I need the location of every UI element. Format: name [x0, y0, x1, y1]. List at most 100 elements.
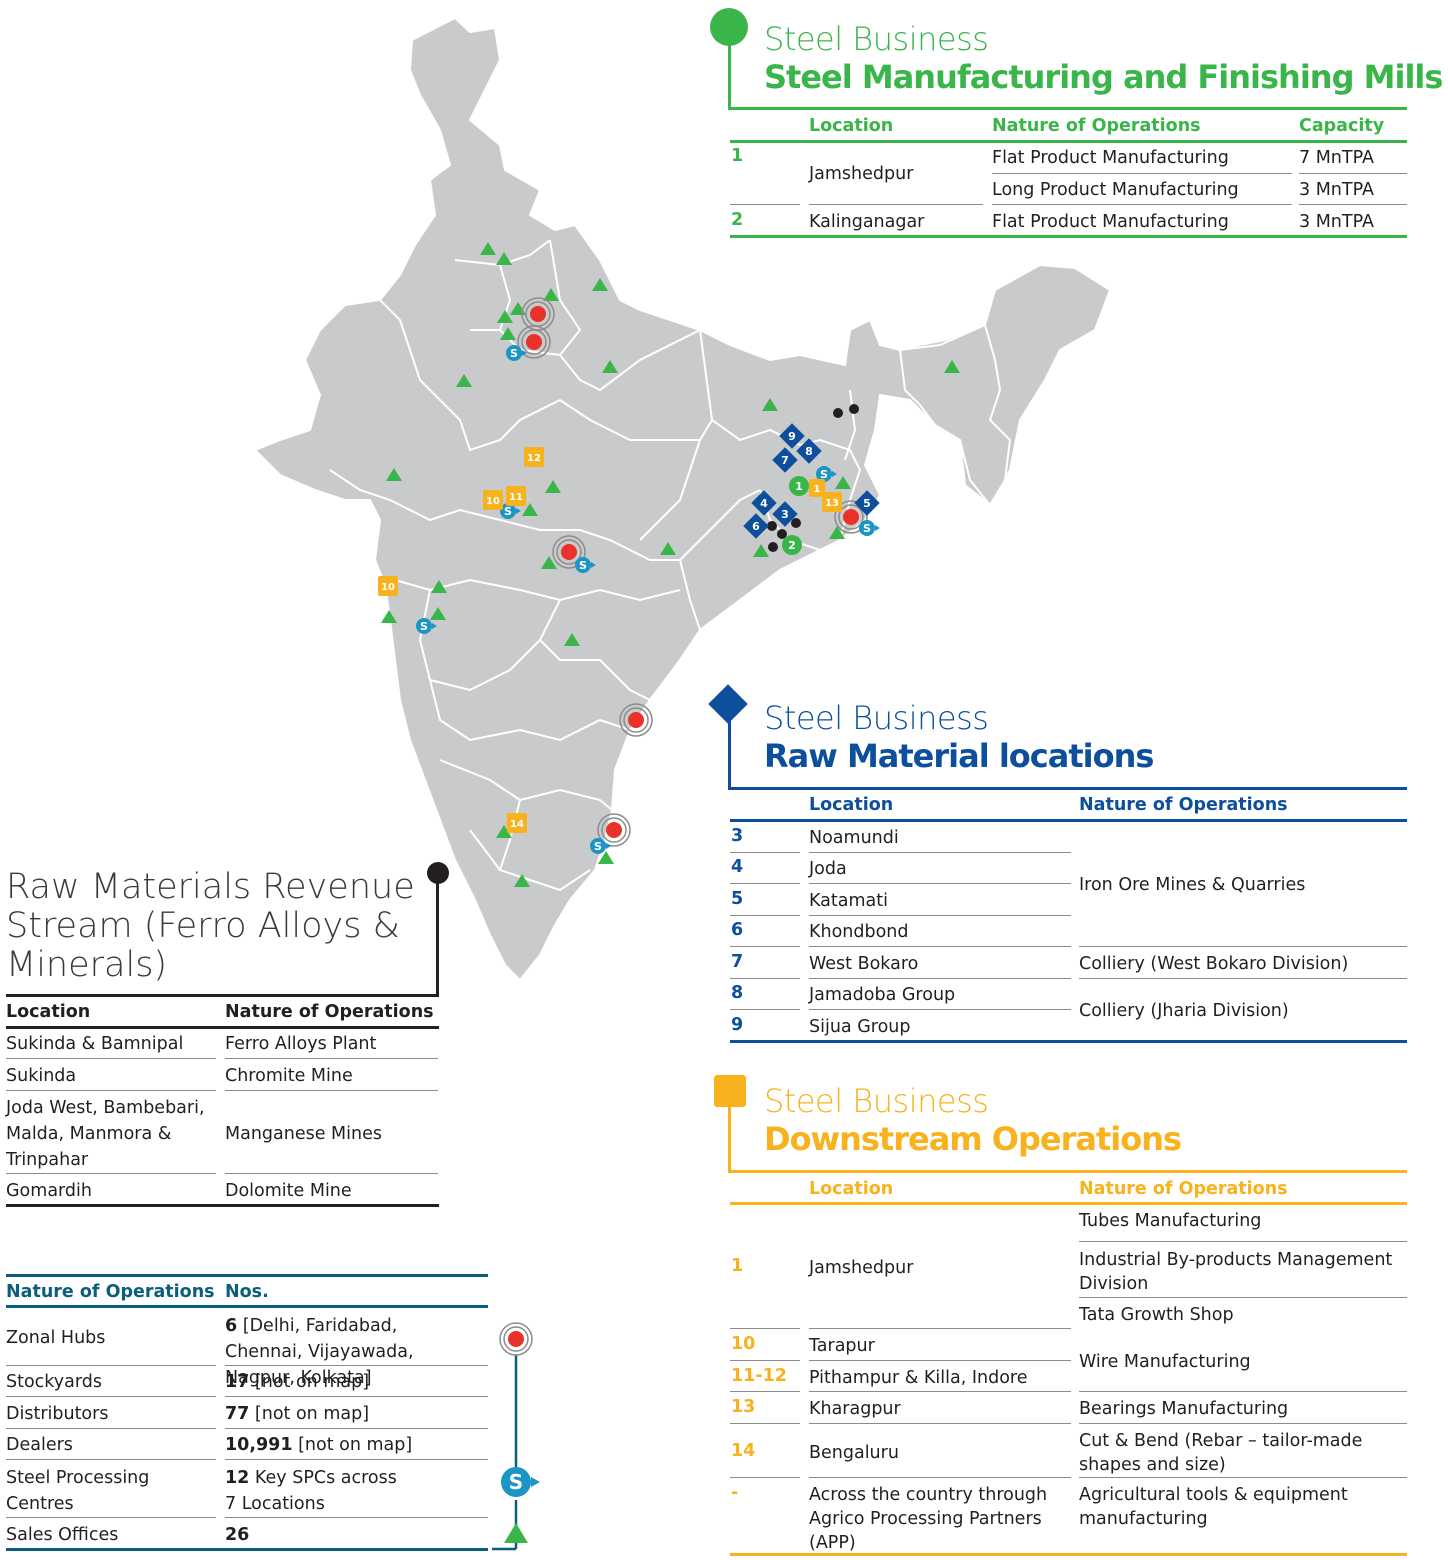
down-subtitle: Steel Business	[764, 1082, 989, 1120]
raw-nature-iron-ore: Iron Ore Mines & Quarries	[1079, 875, 1306, 895]
india-landmass	[253, 16, 1112, 982]
ferro-leader-line	[436, 873, 439, 997]
mill-marker-2: 2	[788, 539, 796, 552]
raw-row-num: 9	[731, 1015, 744, 1035]
down-row-location: Bengaluru	[809, 1443, 899, 1463]
mills-row-capacity: 7 MnTPA	[1299, 148, 1374, 168]
mills-bottom-rule	[730, 235, 1407, 238]
ferro-alloys-markers	[767, 404, 859, 552]
down-nature-wire: Wire Manufacturing	[1079, 1352, 1251, 1372]
raw-row-location: Khondbond	[809, 922, 909, 942]
raw-row-location: Jamadoba Group	[809, 985, 956, 1005]
down-marker-13: 13	[825, 498, 839, 509]
raw-row-location: Noamundi	[809, 828, 899, 848]
raw-row-location: Katamati	[809, 891, 888, 911]
down-row-num: 10	[731, 1334, 756, 1354]
raw-subtitle: Steel Business	[764, 699, 989, 737]
network-row-nature: Sales Offices	[6, 1525, 119, 1545]
spc-label: S	[863, 522, 871, 535]
down-marker-1: 1	[814, 484, 821, 495]
raw-row-num: 6	[731, 920, 744, 940]
raw-leader-line	[728, 712, 731, 790]
down-row-num: 11-12	[731, 1366, 787, 1386]
mills-leader-line	[728, 30, 731, 110]
down-header-rule	[730, 1202, 1407, 1205]
raw-row-location: Sijua Group	[809, 1017, 911, 1037]
svg-text:S: S	[509, 1470, 523, 1494]
raw-bottom-rule	[730, 1040, 1407, 1043]
down-row-nature: Bearings Manufacturing	[1079, 1399, 1289, 1419]
spc-label: S	[820, 468, 828, 481]
network-bottom-rule	[6, 1548, 488, 1551]
down-title: Downstream Operations	[764, 1120, 1182, 1158]
mill-markers: 1 2	[782, 476, 809, 555]
mills-row-num: 2	[731, 210, 744, 230]
down-marker-10: 10	[381, 582, 395, 593]
raw-marker-4: 4	[760, 497, 768, 510]
ferro-title: Raw Materials Revenue Stream (Ferro Allo…	[6, 867, 415, 985]
spc-label: S	[594, 840, 602, 853]
sales-office-legend-icon	[504, 1523, 528, 1543]
down-row-location: Kharagpur	[809, 1399, 901, 1419]
zonal-hub-legend-icon	[499, 1322, 533, 1356]
network-row-nos: 10,991 [not on map]	[225, 1435, 413, 1455]
down-nature-agri: Agricultural tools & equipment manufactu…	[1079, 1485, 1348, 1529]
ferro-header-nature: Nature of Operations	[225, 1002, 434, 1022]
down-row-location: Jamshedpur	[809, 1258, 914, 1278]
down-marker-14: 14	[510, 819, 524, 830]
network-top-rule	[6, 1274, 488, 1277]
network-legend: S	[492, 1322, 540, 1551]
raw-header-location: Location	[809, 795, 894, 815]
ferro-row-nature: Ferro Alloys Plant	[225, 1034, 377, 1054]
down-row-location: Tarapur	[809, 1336, 875, 1356]
raw-nature-jharia: Colliery (Jharia Division)	[1079, 1001, 1289, 1021]
ferro-bottom-rule	[6, 1204, 439, 1207]
downstream-markers: 1 10 10 11 12 13 14	[378, 447, 842, 833]
mill-marker-1: 1	[795, 480, 803, 493]
network-header-nature: Nature of Operations	[6, 1282, 215, 1302]
mills-row-nature: Flat Product Manufacturing	[992, 212, 1229, 232]
ferro-row-location: Joda West, Bambebari, Malda, Manmora & T…	[6, 1098, 205, 1170]
ferro-header-location: Location	[6, 1002, 91, 1022]
raw-header-rule	[730, 819, 1407, 822]
northeast-region	[898, 323, 1012, 507]
network-row-nos: 17 [not on map]	[225, 1372, 370, 1392]
network-row-nature: Steel Processing Centres	[6, 1468, 150, 1514]
raw-nature-west-bokaro: Colliery (West Bokaro Division)	[1079, 954, 1349, 974]
raw-material-markers: 9 8 7 4 3 6 5	[743, 423, 880, 539]
raw-marker-3: 3	[781, 508, 789, 521]
raw-row-num: 8	[731, 983, 744, 1003]
zonal-hub-markers	[517, 297, 868, 847]
down-nature-cutbend: Cut & Bend (Rebar – tailor-made shapes a…	[1079, 1431, 1363, 1475]
raw-marker-5: 5	[863, 497, 871, 510]
ferro-row-location: Sukinda & Bamnipal	[6, 1034, 184, 1054]
down-row-location: Pithampur & Killa, Indore	[809, 1368, 1028, 1388]
spc-legend-icon: S	[501, 1467, 540, 1497]
network-row-nos: 6 [Delhi, Faridabad, Chennai, Vijayawada…	[225, 1316, 414, 1388]
spc-label: S	[579, 559, 587, 572]
down-marker-12: 12	[527, 453, 541, 464]
network-header-rule	[6, 1305, 488, 1308]
raw-marker-9: 9	[788, 430, 796, 443]
network-row-nos: 12 Key SPCs across 7 Locations	[225, 1468, 397, 1514]
down-bottom-rule	[730, 1553, 1407, 1556]
mills-row-num: 1	[731, 146, 744, 166]
mills-row-location: Kalinganagar	[809, 212, 925, 232]
mills-header-capacity: Capacity	[1299, 116, 1385, 136]
mills-header-rule	[730, 140, 1407, 143]
down-nature-byproducts: Industrial By-products Management Divisi…	[1079, 1250, 1393, 1294]
mills-row-nature: Flat Product Manufacturing	[992, 148, 1229, 168]
mills-title-rule	[728, 107, 1407, 110]
raw-row-location: Joda	[809, 859, 847, 879]
mills-row-location: Jamshedpur	[809, 164, 914, 184]
mills-row-capacity: 3 MnTPA	[1299, 212, 1374, 232]
raw-row-num: 7	[731, 952, 744, 972]
raw-row-num: 4	[731, 857, 744, 877]
spc-markers: S S S S S S S	[416, 345, 880, 854]
network-row-nature: Stockyards	[6, 1372, 103, 1392]
spc-label: S	[510, 347, 518, 360]
ferro-title-rule	[6, 994, 439, 997]
raw-row-num: 5	[731, 889, 744, 909]
network-header-nos: Nos.	[225, 1282, 269, 1302]
